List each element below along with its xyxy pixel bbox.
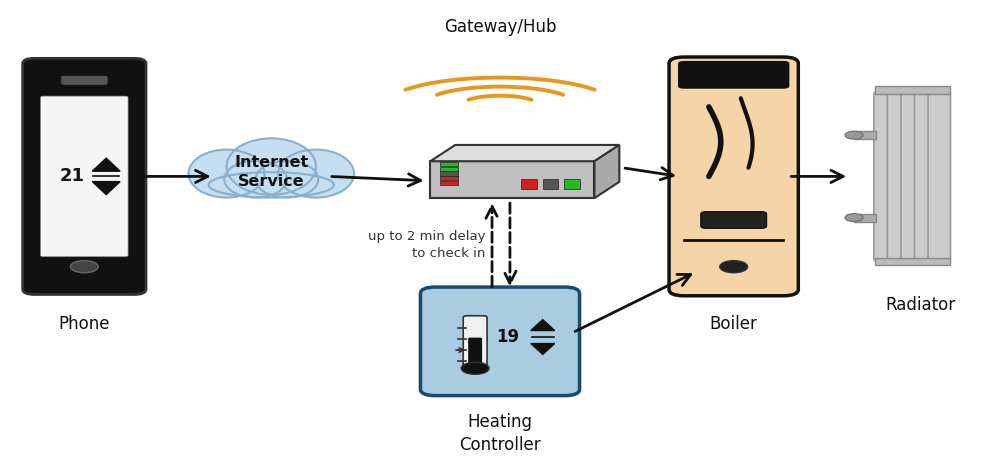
- Bar: [684, 64, 783, 86]
- FancyBboxPatch shape: [41, 96, 128, 257]
- Ellipse shape: [209, 172, 334, 198]
- Text: Radiator: Radiator: [886, 296, 956, 314]
- Bar: [875, 258, 950, 266]
- FancyBboxPatch shape: [463, 316, 487, 368]
- FancyBboxPatch shape: [887, 91, 910, 261]
- Circle shape: [70, 260, 98, 273]
- Polygon shape: [92, 182, 120, 195]
- FancyBboxPatch shape: [676, 236, 791, 293]
- Bar: [875, 86, 950, 94]
- FancyBboxPatch shape: [914, 91, 937, 261]
- Bar: [440, 176, 458, 180]
- Polygon shape: [594, 145, 619, 198]
- Ellipse shape: [188, 150, 265, 198]
- FancyBboxPatch shape: [420, 287, 580, 396]
- Bar: [440, 166, 458, 171]
- Text: 19: 19: [496, 328, 520, 346]
- Circle shape: [845, 214, 863, 222]
- Text: 21: 21: [60, 167, 85, 185]
- Circle shape: [720, 260, 748, 273]
- Bar: [440, 171, 458, 176]
- Circle shape: [845, 131, 863, 139]
- Circle shape: [461, 362, 489, 374]
- Bar: [854, 131, 876, 139]
- FancyBboxPatch shape: [901, 91, 923, 261]
- FancyBboxPatch shape: [874, 91, 896, 261]
- FancyBboxPatch shape: [23, 59, 146, 295]
- Text: Gateway/Hub: Gateway/Hub: [444, 18, 556, 36]
- Text: Phone: Phone: [59, 315, 110, 333]
- Ellipse shape: [224, 161, 287, 198]
- FancyBboxPatch shape: [701, 212, 767, 228]
- FancyBboxPatch shape: [678, 61, 789, 89]
- Text: up to 2 min delay
to check in: up to 2 min delay to check in: [368, 230, 485, 260]
- FancyBboxPatch shape: [430, 161, 594, 198]
- Text: Boiler: Boiler: [710, 315, 758, 333]
- Bar: [543, 179, 558, 189]
- Bar: [440, 162, 458, 166]
- FancyBboxPatch shape: [928, 91, 950, 261]
- Ellipse shape: [227, 138, 316, 195]
- Ellipse shape: [256, 161, 318, 198]
- FancyBboxPatch shape: [669, 57, 798, 296]
- Ellipse shape: [278, 150, 354, 198]
- Polygon shape: [531, 343, 555, 355]
- Bar: [854, 214, 876, 222]
- Bar: [521, 179, 537, 189]
- Polygon shape: [92, 158, 120, 171]
- FancyBboxPatch shape: [468, 337, 482, 366]
- Bar: [564, 179, 580, 189]
- Polygon shape: [430, 145, 619, 161]
- Bar: [440, 181, 458, 185]
- Polygon shape: [531, 319, 555, 331]
- FancyBboxPatch shape: [61, 76, 107, 84]
- Text: Internet
Service: Internet Service: [234, 155, 308, 189]
- Text: Heating
Controller: Heating Controller: [459, 413, 541, 454]
